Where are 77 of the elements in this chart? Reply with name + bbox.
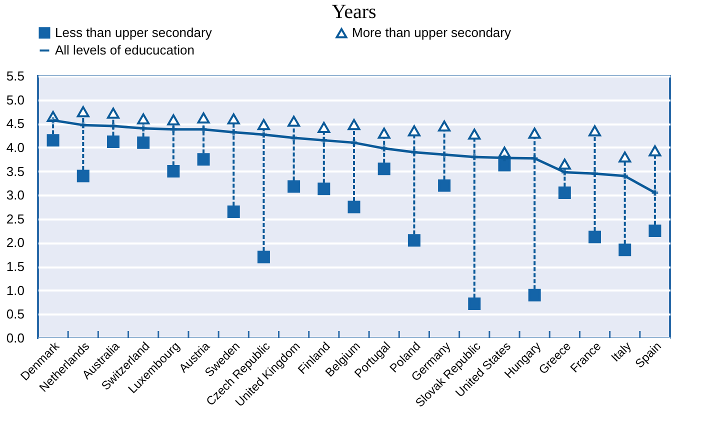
y-tick-label: 2.5	[6, 211, 24, 226]
point	[558, 186, 571, 199]
y-tick-label: 3.0	[6, 188, 24, 203]
point	[438, 120, 451, 132]
point	[257, 250, 270, 264]
point	[290, 134, 297, 142]
point	[468, 297, 481, 310]
point	[197, 112, 210, 124]
point	[408, 125, 420, 136]
point	[528, 128, 541, 139]
legend-label: All levels of educucation	[55, 42, 194, 58]
point	[648, 145, 662, 156]
y-tick-label: 0.5	[6, 306, 24, 322]
point	[498, 158, 511, 172]
y-tick-label: 5.5	[6, 68, 24, 84]
legend-label: More than upper secondary	[352, 25, 512, 40]
point	[378, 128, 390, 139]
point	[438, 179, 451, 192]
point	[441, 151, 448, 158]
point	[618, 151, 632, 163]
y-tick-label: 3.5	[6, 164, 24, 179]
y-tick-label: 4.0	[6, 140, 24, 155]
x-tick-label: Italy	[608, 339, 634, 365]
point	[288, 116, 300, 127]
point	[408, 234, 420, 247]
point	[227, 206, 240, 218]
point	[260, 131, 267, 138]
point	[318, 122, 330, 133]
point	[588, 230, 602, 244]
point	[76, 170, 90, 182]
point	[350, 140, 358, 146]
point	[618, 244, 632, 256]
y-tick-label: 1.5	[6, 259, 24, 274]
chart-title: Years	[332, 1, 377, 23]
point	[320, 137, 328, 144]
point	[471, 154, 478, 160]
point	[622, 172, 628, 180]
point	[46, 134, 60, 147]
y-tick-label: 2.0	[6, 235, 24, 250]
point	[648, 224, 662, 238]
point	[200, 126, 207, 133]
point	[288, 180, 300, 193]
point	[227, 113, 240, 124]
y-tick-label: 4.5	[6, 116, 24, 132]
point	[562, 169, 568, 176]
point	[197, 153, 210, 166]
point	[167, 114, 180, 126]
point	[531, 155, 538, 162]
legend-label: Less than upper secondary	[55, 24, 212, 40]
y-tick-label: 0.0	[6, 330, 24, 346]
point	[106, 108, 120, 119]
point	[137, 113, 150, 124]
point	[230, 129, 237, 136]
point	[380, 145, 388, 152]
point	[167, 165, 180, 178]
point	[110, 122, 116, 130]
point	[137, 136, 150, 149]
point	[652, 190, 658, 196]
point	[80, 122, 86, 128]
point	[106, 135, 120, 148]
point	[50, 117, 56, 124]
y-tick-label: 5.0	[6, 92, 24, 108]
point	[76, 106, 90, 118]
point	[140, 125, 146, 132]
point	[468, 128, 481, 140]
point	[592, 170, 598, 177]
point	[378, 162, 390, 176]
point	[318, 182, 330, 196]
point	[257, 119, 270, 130]
point	[411, 149, 418, 156]
point	[528, 288, 541, 302]
y-tick-label: 1.0	[6, 282, 24, 298]
point	[170, 126, 177, 133]
point	[558, 158, 571, 170]
point	[348, 119, 360, 130]
point	[588, 125, 602, 136]
point	[348, 200, 360, 214]
